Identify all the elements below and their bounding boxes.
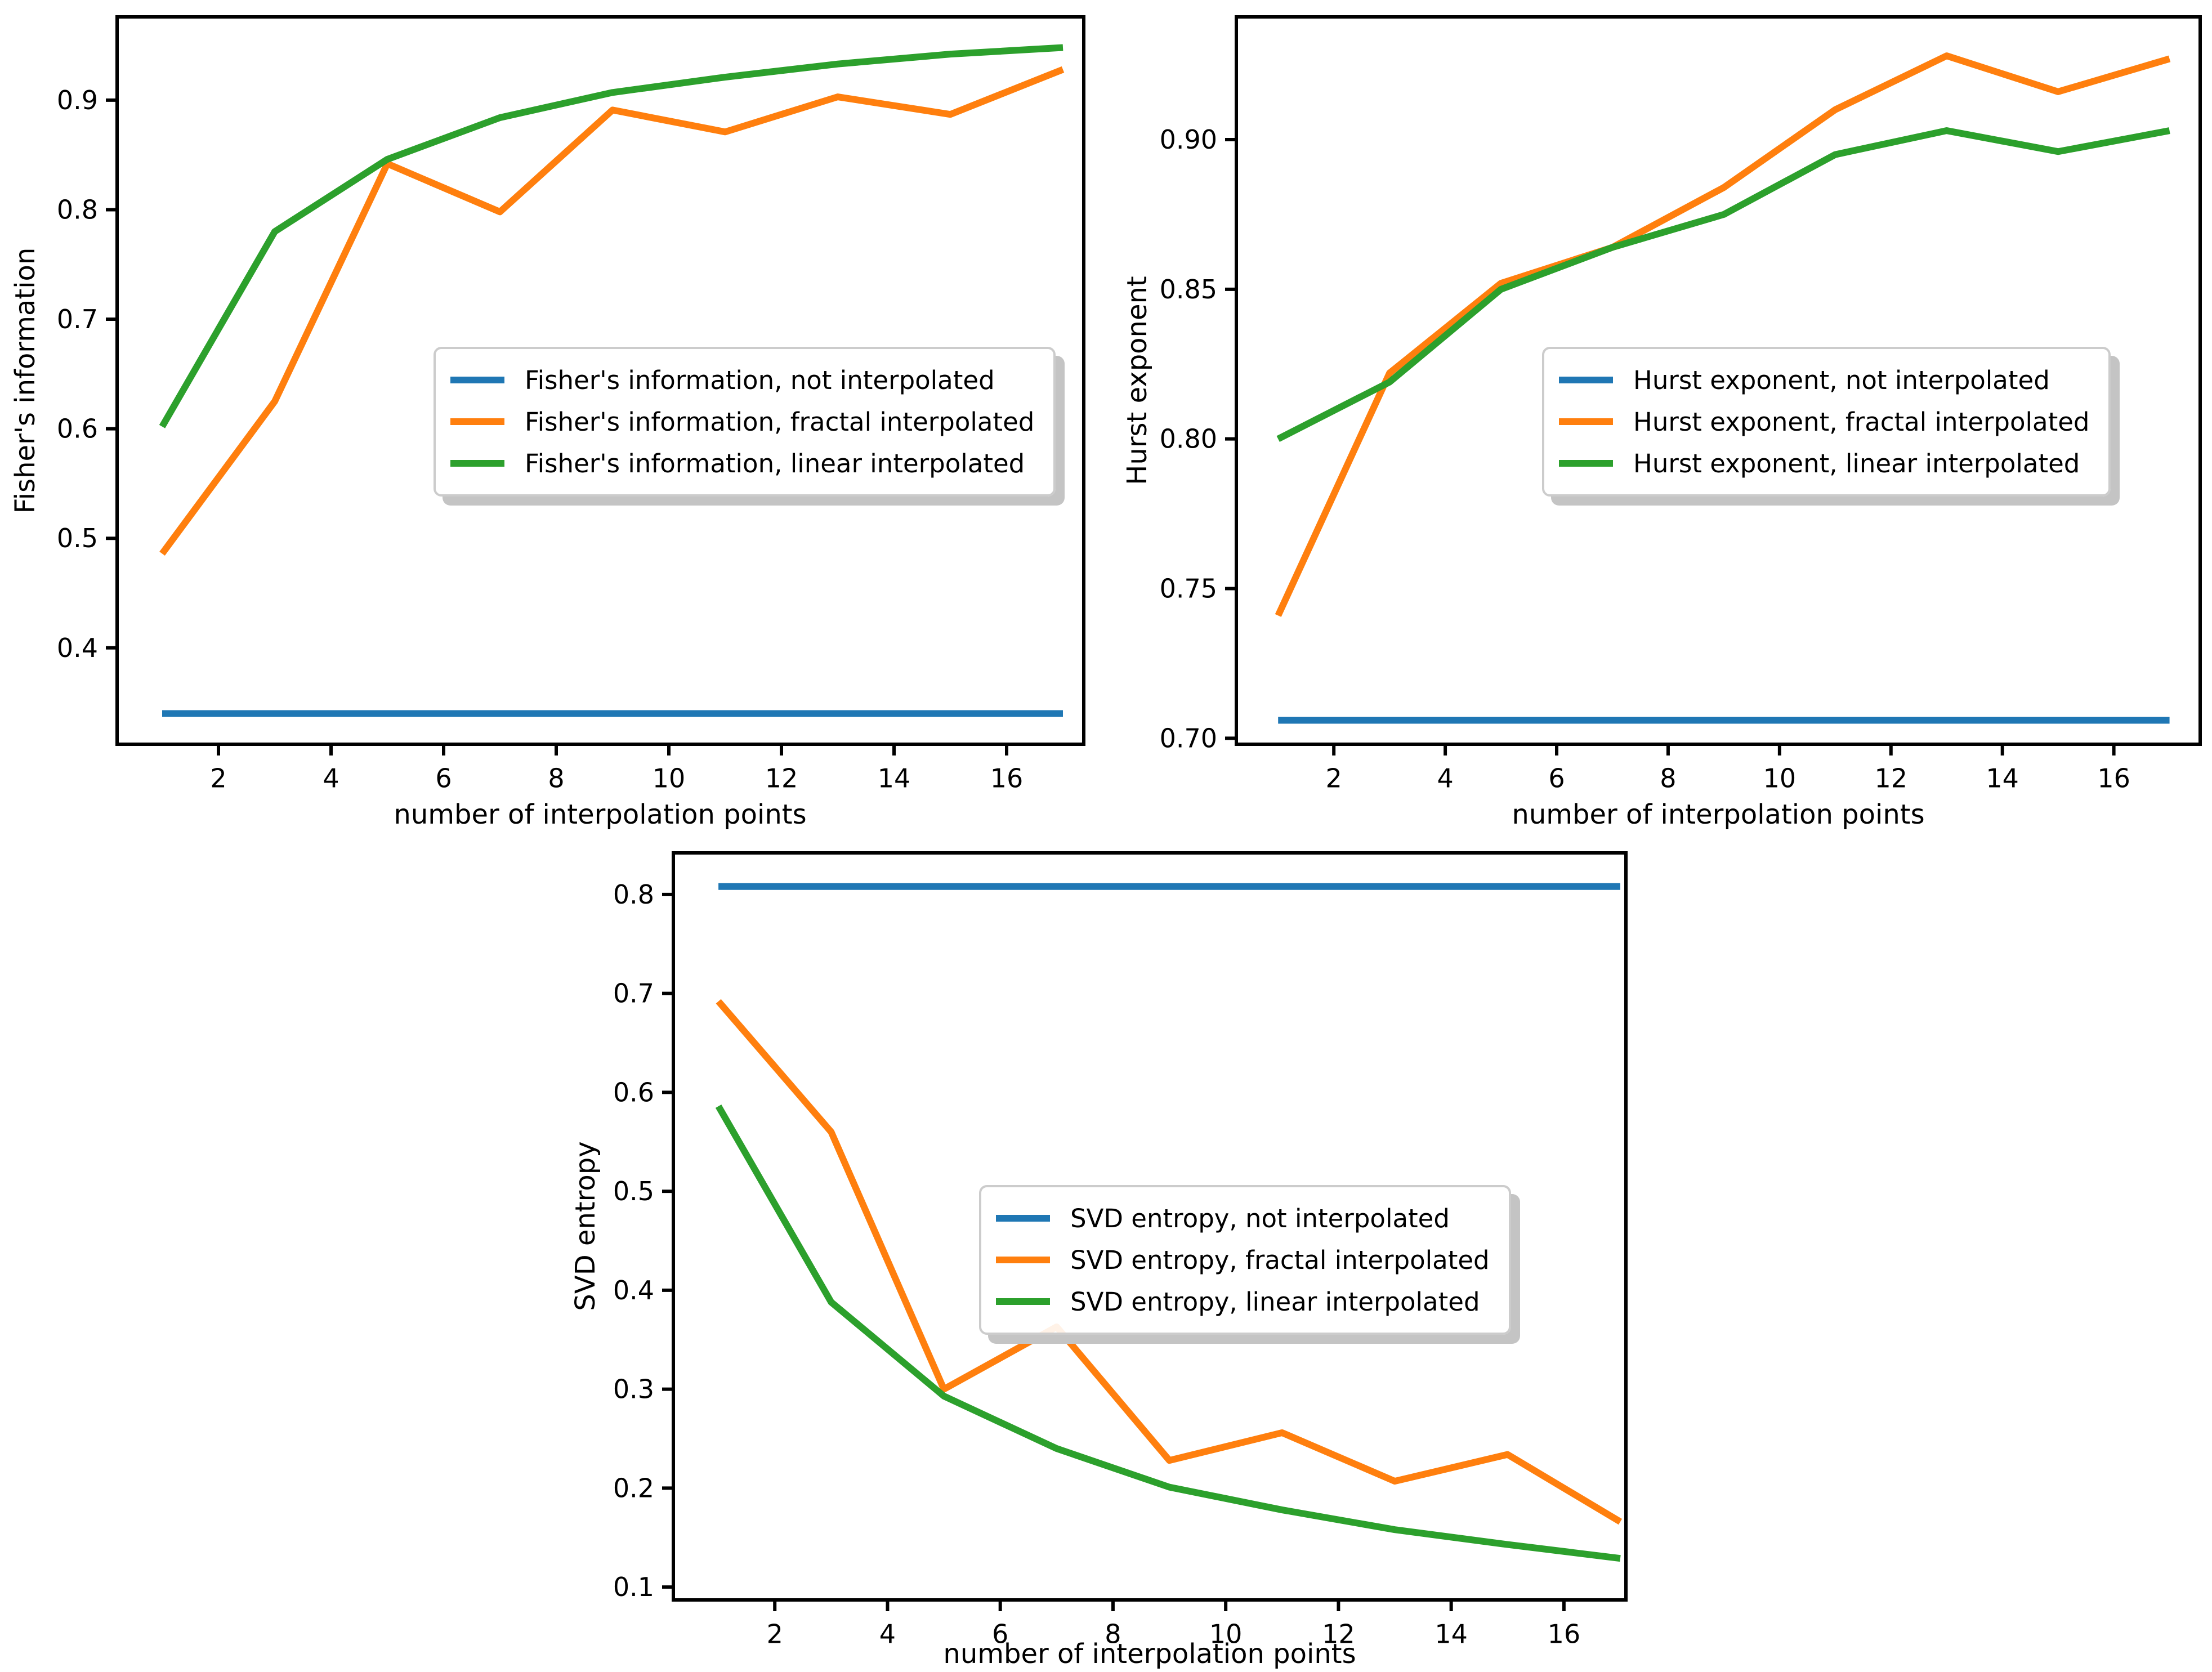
svg-text:4: 4 xyxy=(1437,763,1453,793)
legend-item-label: Fisher's information, not interpolated xyxy=(525,365,995,395)
svg-text:12: 12 xyxy=(1875,763,1908,793)
legend-item-label: SVD entropy, fractal interpolated xyxy=(1070,1245,1490,1275)
legend-item-label: Hurst exponent, fractal interpolated xyxy=(1633,406,2090,437)
legend-line-swatch xyxy=(450,377,504,383)
legend-item: Hurst exponent, linear interpolated xyxy=(1559,442,2089,484)
legend: Hurst exponent, not interpolated Hurst e… xyxy=(1542,347,2111,497)
legend-item: Fisher's information, not interpolated xyxy=(450,359,1034,401)
legend-item: Fisher's information, linear interpolate… xyxy=(450,442,1034,484)
svg-text:16: 16 xyxy=(1548,1619,1581,1649)
svg-text:0.3: 0.3 xyxy=(613,1374,654,1405)
svg-text:0.5: 0.5 xyxy=(613,1176,654,1206)
svg-text:0.6: 0.6 xyxy=(57,414,98,444)
legend-item: SVD entropy, not interpolated xyxy=(996,1197,1490,1239)
legend-line-swatch xyxy=(450,460,504,467)
legend-line-swatch xyxy=(996,1257,1050,1263)
x-axis-title: number of interpolation points xyxy=(943,1638,1356,1670)
legend: Fisher's information, not interpolated F… xyxy=(434,347,1056,497)
legend-item: SVD entropy, linear interpolated xyxy=(996,1281,1490,1322)
svg-text:4: 4 xyxy=(879,1619,896,1649)
svg-text:16: 16 xyxy=(990,763,1024,793)
svg-text:10: 10 xyxy=(1209,1619,1243,1649)
legend-item-label: Hurst exponent, not interpolated xyxy=(1633,365,2050,395)
legend-line-swatch xyxy=(996,1298,1050,1305)
svg-text:0.6: 0.6 xyxy=(613,1077,654,1107)
svg-text:2: 2 xyxy=(767,1619,783,1649)
legend-item-label: SVD entropy, not interpolated xyxy=(1070,1203,1450,1233)
svg-text:0.85: 0.85 xyxy=(1160,274,1217,305)
svg-text:14: 14 xyxy=(878,763,911,793)
svg-text:12: 12 xyxy=(765,763,798,793)
svg-text:0.80: 0.80 xyxy=(1160,424,1217,454)
svg-text:8: 8 xyxy=(1105,1619,1121,1649)
svg-text:2: 2 xyxy=(1326,763,1342,793)
svg-text:10: 10 xyxy=(1763,763,1797,793)
y-axis-title: SVD entropy xyxy=(570,1141,601,1311)
svg-text:0.7: 0.7 xyxy=(57,304,98,334)
svg-text:0.5: 0.5 xyxy=(57,523,98,553)
legend-line-swatch xyxy=(450,418,504,425)
legend-item: Fisher's information, fractal interpolat… xyxy=(450,401,1034,442)
svg-text:16: 16 xyxy=(2097,763,2130,793)
legend-item: Hurst exponent, not interpolated xyxy=(1559,359,2089,401)
svg-text:0.2: 0.2 xyxy=(613,1473,654,1503)
legend-item: Hurst exponent, fractal interpolated xyxy=(1559,401,2089,442)
legend-item-label: Hurst exponent, linear interpolated xyxy=(1633,448,2080,479)
legend: SVD entropy, not interpolated SVD entrop… xyxy=(979,1185,1511,1335)
svg-text:6: 6 xyxy=(992,1619,1008,1649)
svg-text:0.75: 0.75 xyxy=(1160,574,1217,604)
svg-text:0.4: 0.4 xyxy=(57,633,98,663)
svg-text:0.90: 0.90 xyxy=(1160,124,1217,155)
svg-text:12: 12 xyxy=(1322,1619,1355,1649)
svg-text:14: 14 xyxy=(1986,763,2019,793)
svg-text:0.8: 0.8 xyxy=(57,194,98,225)
y-axis-title: Hurst exponent xyxy=(1121,276,1153,485)
legend-line-swatch xyxy=(996,1215,1050,1222)
svg-text:0.70: 0.70 xyxy=(1160,723,1217,753)
x-axis-title: number of interpolation points xyxy=(394,799,807,830)
svg-text:8: 8 xyxy=(548,763,564,793)
svg-text:0.1: 0.1 xyxy=(613,1572,654,1602)
svg-text:8: 8 xyxy=(1660,763,1676,793)
legend-item-label: SVD entropy, linear interpolated xyxy=(1070,1286,1480,1317)
legend-line-swatch xyxy=(1559,377,1613,383)
svg-text:0.8: 0.8 xyxy=(613,879,654,910)
x-axis-title: number of interpolation points xyxy=(1512,799,1925,830)
y-axis-title: Fisher's information xyxy=(10,247,41,514)
svg-text:0.4: 0.4 xyxy=(613,1275,654,1306)
svg-text:6: 6 xyxy=(435,763,452,793)
legend-line-swatch xyxy=(1559,418,1613,425)
legend-item-label: Fisher's information, linear interpolate… xyxy=(525,448,1025,479)
svg-text:4: 4 xyxy=(323,763,339,793)
legend-line-swatch xyxy=(1559,460,1613,467)
svg-text:0.9: 0.9 xyxy=(57,85,98,115)
svg-text:10: 10 xyxy=(653,763,686,793)
svg-text:0.7: 0.7 xyxy=(613,978,654,1009)
svg-text:2: 2 xyxy=(210,763,226,793)
legend-item-label: Fisher's information, fractal interpolat… xyxy=(525,406,1035,437)
legend-item: SVD entropy, fractal interpolated xyxy=(996,1239,1490,1281)
svg-text:6: 6 xyxy=(1548,763,1565,793)
svg-text:14: 14 xyxy=(1435,1619,1468,1649)
